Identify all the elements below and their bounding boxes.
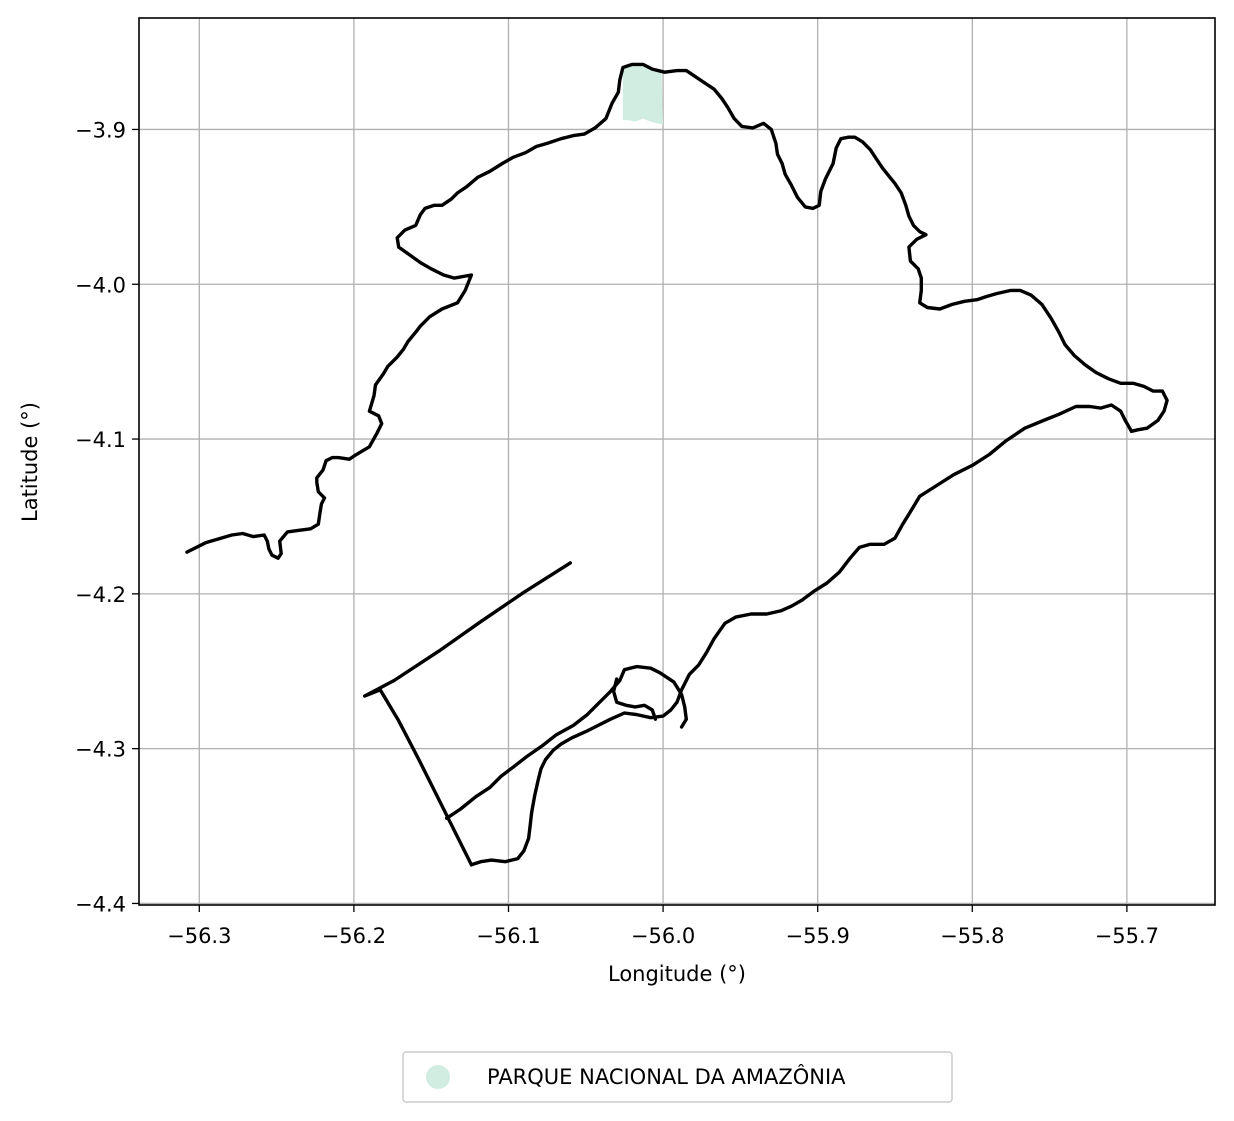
y-axis-title: Latitude (°) [18,402,42,522]
boundary-southeast [469,403,1134,867]
x-tick-label: −56.0 [631,924,695,948]
legend: PARQUE NACIONAL DA AMAZÔNIA [402,1051,953,1103]
y-tick-label: −4.4 [75,892,126,916]
legend-box [402,1051,953,1103]
legend-marker [426,1065,450,1089]
boundary-west [363,561,572,867]
y-tick-label: −4.1 [75,428,126,452]
grid [139,18,1215,905]
map-layer [185,62,1169,867]
plot-frame [138,17,1216,906]
boundary-inner [444,664,688,820]
legend-label: PARQUE NACIONAL DA AMAZÔNIA [487,1064,846,1089]
x-tick-label: −56.1 [476,924,540,948]
boundary-outer [185,62,1169,560]
x-tick-label: −55.9 [786,924,850,948]
boundary-loop [611,677,658,721]
x-tick-label: −55.7 [1095,924,1159,948]
y-axis: −3.9 −4.0 −4.1 −4.2 −4.3 −4.4 [75,118,139,916]
park-area [622,64,664,125]
x-tick-label: −56.2 [322,924,386,948]
y-tick-label: −3.9 [75,118,126,142]
x-tick-label: −56.3 [167,924,231,948]
x-axis-title: Longitude (°) [608,962,746,986]
x-tick-label: −55.8 [940,924,1004,948]
y-tick-label: −4.0 [75,273,126,297]
y-tick-label: −4.2 [75,583,126,607]
y-tick-label: −4.3 [75,738,126,762]
x-axis: −56.3 −56.2 −56.1 −56.0 −55.9 −55.8 −55.7 [167,905,1159,948]
